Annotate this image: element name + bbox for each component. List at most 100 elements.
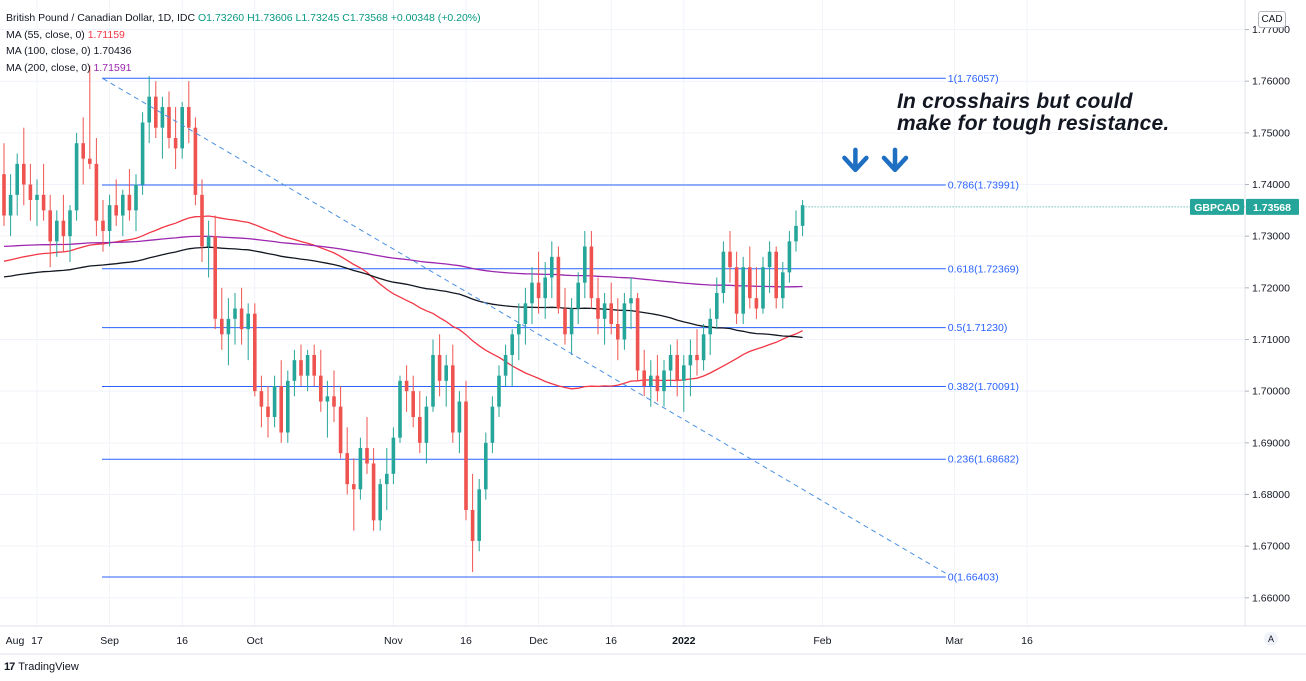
- candle-body-up: [206, 236, 211, 247]
- candle-body-up: [761, 267, 765, 309]
- candle-body-up: [767, 251, 772, 268]
- candle-body-down: [556, 256, 561, 309]
- candle-body-up: [569, 308, 574, 335]
- ohlc-high: H1.73606: [247, 12, 293, 24]
- trendline[interactable]: [102, 78, 949, 575]
- candle-body-down: [734, 267, 739, 314]
- ma55-line: [3, 215, 803, 390]
- x-tick-label: 16: [1021, 635, 1033, 647]
- annotation-arrows: [842, 147, 909, 173]
- candle-body-up: [510, 334, 514, 355]
- candle-body-up: [517, 324, 521, 335]
- candle-body-up: [688, 354, 693, 366]
- legend-ma55[interactable]: MA (55, close, 0) 1.71159: [6, 27, 481, 44]
- candle-body-up: [246, 313, 250, 330]
- candle-body-down: [173, 138, 178, 149]
- candle-body-up: [180, 107, 184, 149]
- candle-body-down: [167, 107, 171, 139]
- candle-body-up: [550, 256, 554, 278]
- candle-body-up: [74, 143, 79, 211]
- legend-ma200[interactable]: MA (200, close, 0) 1.71591: [6, 60, 481, 77]
- candle-body-up: [708, 318, 712, 335]
- y-tick-label: 1.75000: [1252, 127, 1290, 139]
- candle-body-down: [41, 194, 46, 211]
- candle-body-up: [147, 96, 151, 123]
- ma200-value: 1.71591: [93, 61, 132, 74]
- candle-body-up: [662, 370, 666, 392]
- candle-body-up: [140, 122, 145, 185]
- candle-body-down: [642, 370, 646, 386]
- candle-body-down: [371, 463, 376, 521]
- candle-body-down: [22, 163, 26, 185]
- price-tag-value-bg: [1246, 198, 1299, 215]
- legend-symbol-row: British Pound / Canadian Dollar, 1D, IDC…: [6, 10, 481, 27]
- candle-body-down: [299, 360, 303, 376]
- fib-level-label: 0.618(1.72369): [948, 263, 1019, 275]
- annotation-line-2: make for tough resistance.: [897, 112, 1170, 135]
- ohlc-low: L1.73245: [295, 12, 340, 24]
- candle-body-down: [28, 184, 33, 201]
- candle-body-down: [635, 298, 640, 371]
- ohlc-close: C1.73568: [342, 12, 388, 24]
- currency-label[interactable]: CAD: [1258, 11, 1286, 28]
- candle-body-down: [266, 406, 270, 417]
- candle-body-up: [781, 272, 785, 299]
- candle-body-up: [398, 380, 402, 438]
- candle-body-up: [424, 406, 429, 443]
- candle-body-up: [292, 360, 297, 381]
- candle-body-up: [8, 194, 13, 216]
- candle-body-down: [451, 365, 455, 433]
- candle-body-up: [629, 298, 633, 304]
- y-tick-label: 1.73000: [1252, 231, 1290, 243]
- candle-body-down: [259, 391, 264, 407]
- candle-body-up: [286, 380, 290, 433]
- candle-body-up: [649, 375, 653, 386]
- x-tick-label: 17: [31, 635, 43, 647]
- candle-body-up: [68, 210, 72, 237]
- fib-level-label: 0.5(1.71230): [948, 322, 1008, 334]
- symbol-title: British Pound / Canadian Dollar, 1D, IDC: [6, 12, 196, 24]
- legend-ma100[interactable]: MA (100, close, 0) 1.70436: [6, 43, 481, 60]
- candle-body-up: [794, 225, 798, 242]
- candle-body-down: [464, 401, 468, 510]
- fib-level-label: 0.786(1.73991): [948, 179, 1019, 191]
- tradingview-footer[interactable]: 17 TradingView: [4, 661, 79, 673]
- candle-body-up: [477, 489, 481, 541]
- candle-body-down: [365, 447, 369, 464]
- price-tag-value: 1.73568: [1253, 202, 1291, 214]
- fibonacci-retracement[interactable]: 1(1.76057) 0.786(1.73991) 0.618(1.72369) 0.…: [102, 73, 1019, 584]
- candle-body-down: [728, 251, 732, 268]
- candle-body-up: [325, 396, 330, 402]
- candle-body-up: [523, 303, 528, 325]
- auto-scale-button[interactable]: A: [1264, 632, 1278, 646]
- fib-level-label: 1(1.76057): [948, 73, 999, 85]
- candle-body-up: [530, 282, 534, 304]
- x-tick-label: 16: [176, 635, 188, 647]
- candle-body-down: [200, 194, 204, 247]
- ma55-label: MA (55, close, 0): [6, 28, 85, 41]
- candle-body-up: [15, 163, 19, 195]
- candle-body-down: [589, 246, 594, 299]
- candle-body-up: [622, 303, 627, 340]
- y-tick-label: 1.70000: [1252, 386, 1290, 398]
- candle-body-down: [616, 324, 620, 340]
- candle-body-down: [470, 509, 475, 541]
- descending-trendline: [102, 78, 949, 575]
- candle-body-up: [721, 251, 726, 294]
- candle-body-down: [411, 391, 415, 417]
- ohlc-open: O1.73260: [198, 12, 245, 24]
- chart-legend: British Pound / Canadian Dollar, 1D, IDC…: [6, 10, 481, 76]
- y-tick-label: 1.68000: [1252, 489, 1290, 501]
- candle-body-up: [787, 241, 792, 273]
- candle-body-down: [220, 318, 224, 335]
- candle-body-down: [94, 163, 99, 221]
- y-tick-label: 1.72000: [1252, 282, 1290, 294]
- candle-body-down: [675, 354, 679, 381]
- candle-body-down: [338, 406, 343, 454]
- candle-body-up: [35, 194, 39, 201]
- candle-body-up: [121, 194, 125, 216]
- candle-body-up: [233, 308, 237, 319]
- candle-body-down: [213, 236, 217, 319]
- candle-body-up: [431, 354, 435, 407]
